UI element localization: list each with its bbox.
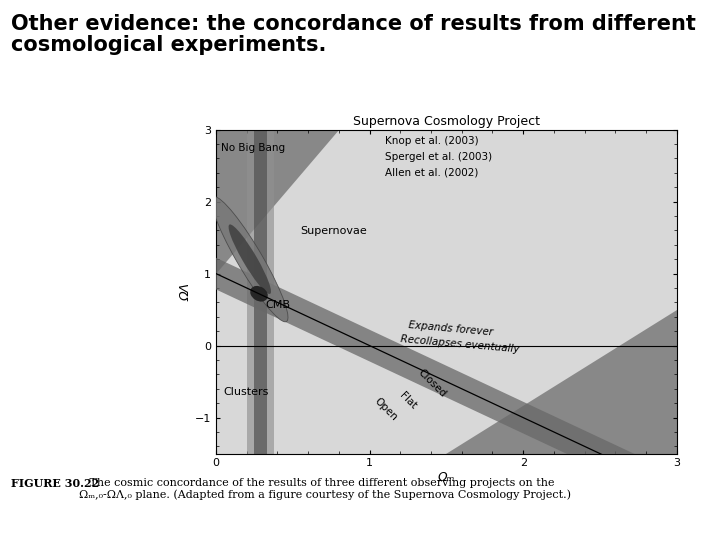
Text: FIGURE 30.22: FIGURE 30.22 (11, 478, 99, 489)
Ellipse shape (228, 225, 271, 294)
Text: Clusters: Clusters (224, 387, 269, 396)
Ellipse shape (250, 286, 268, 301)
Text: Knop et al. (2003): Knop et al. (2003) (385, 136, 479, 146)
Title: Supernova Cosmology Project: Supernova Cosmology Project (353, 116, 540, 129)
Text: No Big Bang: No Big Bang (220, 143, 284, 153)
Polygon shape (247, 130, 274, 454)
Text: Flat: Flat (397, 390, 418, 411)
Text: Expands forever: Expands forever (408, 320, 493, 338)
Text: Open: Open (373, 396, 400, 423)
Text: Spergel et al. (2003): Spergel et al. (2003) (385, 152, 492, 162)
Polygon shape (216, 130, 339, 274)
Polygon shape (254, 130, 266, 454)
Ellipse shape (212, 197, 288, 322)
Polygon shape (446, 309, 677, 454)
X-axis label: Ωₘ: Ωₘ (438, 471, 455, 484)
Text: Recollapses eventually: Recollapses eventually (400, 334, 520, 355)
Text: Other evidence: the concordance of results from different: Other evidence: the concordance of resul… (11, 14, 696, 33)
Text: Closed: Closed (415, 367, 448, 400)
Text: cosmological experiments.: cosmological experiments. (11, 35, 326, 55)
Text: Allen et al. (2002): Allen et al. (2002) (385, 168, 478, 178)
Text: CMB: CMB (265, 300, 290, 310)
Y-axis label: ΩΛ: ΩΛ (179, 282, 192, 301)
Polygon shape (201, 251, 692, 512)
Text: The cosmic concordance of the results of three different observing projects on t: The cosmic concordance of the results of… (79, 478, 571, 500)
Text: Supernovae: Supernovae (300, 226, 367, 236)
